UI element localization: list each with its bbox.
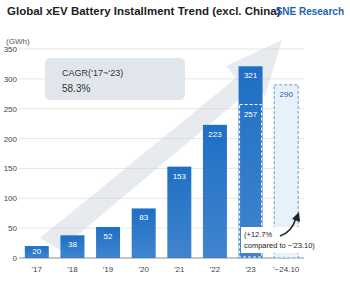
data-label: 257 [244, 110, 258, 119]
data-label: 290 [280, 90, 294, 99]
chart-container: Global xEV Battery Installment Trend (ex… [0, 0, 350, 291]
x-tick-label: '17 [32, 265, 43, 274]
bar [25, 246, 49, 258]
bar [203, 125, 227, 258]
data-label: 83 [139, 213, 148, 222]
annotation: compared to ~'23.10) [244, 241, 315, 250]
annotation-box [241, 227, 329, 253]
x-tick-label: '20 [138, 265, 149, 274]
annotation-arrow [280, 218, 296, 236]
x-tick-label: '19 [103, 265, 114, 274]
y-tick-label: 50 [8, 224, 17, 233]
source-logo: SNE Research [276, 6, 344, 17]
grid-line [19, 49, 304, 50]
x-tick-label: '22 [210, 265, 221, 274]
data-label: 321 [244, 71, 258, 80]
data-label: 223 [208, 130, 222, 139]
y-tick-label: 250 [4, 105, 18, 114]
x-tick-label: '21 [174, 265, 185, 274]
chart-svg: Global xEV Battery Installment Trend (ex… [0, 0, 350, 291]
y-tick-label: 350 [4, 45, 18, 54]
annotation: CAGR(‘17~‘23) [62, 68, 123, 78]
bar [60, 235, 84, 258]
x-tick-label: '23 [245, 265, 256, 274]
y-tick-label: 0 [13, 254, 18, 263]
x-tick-label: '18 [67, 265, 78, 274]
y-tick-label: 300 [4, 75, 18, 84]
annotation-arrowhead [292, 212, 300, 222]
x-tick-label: '~24.10 [273, 265, 300, 274]
y-tick-label: 100 [4, 194, 18, 203]
bar [167, 167, 191, 258]
bar [132, 208, 156, 258]
data-label: 153 [173, 172, 187, 181]
annotation: 58.3% [62, 83, 90, 94]
data-label: 38 [68, 240, 77, 249]
data-label: 20 [32, 247, 41, 256]
y-tick-label: 150 [4, 164, 18, 173]
data-label: 52 [104, 232, 113, 241]
bar [96, 227, 120, 258]
annotation: (+12.7% [244, 230, 272, 239]
cagr-box [45, 58, 185, 100]
y-tick-label: 200 [4, 135, 18, 144]
title: Global xEV Battery Installment Trend (ex… [7, 5, 281, 17]
